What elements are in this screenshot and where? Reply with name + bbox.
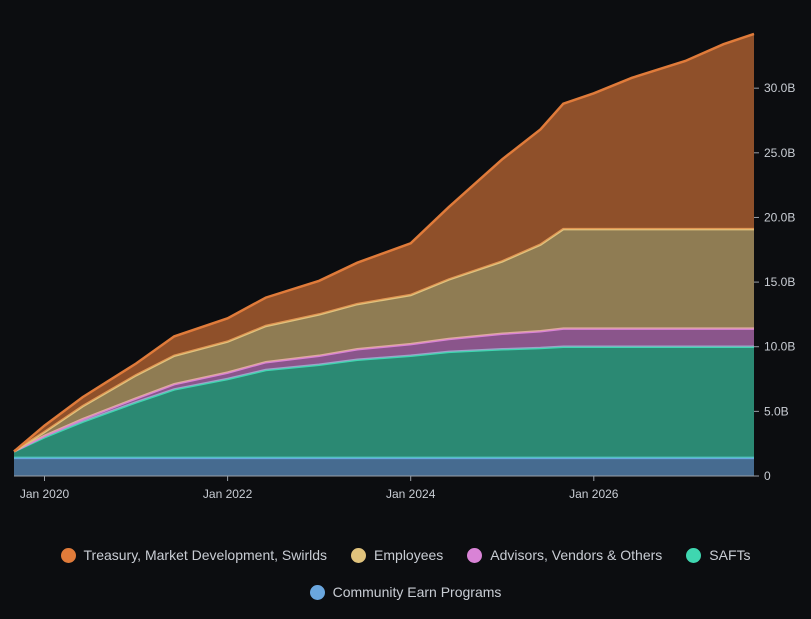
area-safts xyxy=(14,346,754,458)
legend-dot-community xyxy=(309,584,325,600)
legend-item-treasury[interactable]: Treasury, Market Development, Swirlds xyxy=(60,547,328,563)
legend-dot-safts xyxy=(686,547,702,563)
legend-label-community: Community Earn Programs xyxy=(332,584,502,600)
legend-dot-advisors xyxy=(467,547,483,563)
legend-item-community[interactable]: Community Earn Programs xyxy=(309,584,502,600)
legend-row-2: Community Earn Programs xyxy=(0,584,811,600)
area-employees xyxy=(14,229,754,452)
legend-item-safts[interactable]: SAFTs xyxy=(686,547,751,563)
legend-dot-employees xyxy=(351,547,367,563)
legend-label-advisors: Advisors, Vendors & Others xyxy=(490,547,663,563)
y-tick-label: 10.0B xyxy=(764,340,795,354)
y-tick-label: 15.0B xyxy=(764,275,795,289)
legend-item-advisors[interactable]: Advisors, Vendors & Others xyxy=(467,547,662,563)
area-chart: 0 5.0B 10.0B 15.0B 20.0B 25.0B 30.0B Jan 2020 Ja… xyxy=(13,32,795,501)
line-treasury-market-development-swirlds xyxy=(13,32,755,453)
y-tick-label: 25.0B xyxy=(764,146,795,160)
y-tick-label: 20.0B xyxy=(764,210,795,224)
area-treasury-market-development-swirlds xyxy=(14,33,754,452)
x-tick-label: Jan 2022 xyxy=(203,487,253,501)
area-community-earn-programs xyxy=(14,457,754,476)
legend-dot-treasury xyxy=(60,547,76,563)
x-tick-label: Jan 2020 xyxy=(20,487,70,501)
legend-label-employees: Employees xyxy=(374,547,444,563)
legend-label-safts: SAFTs xyxy=(709,547,751,563)
y-tick-label: 30.0B xyxy=(764,81,795,95)
x-tick-label: Jan 2026 xyxy=(569,487,619,501)
x-tick-label: Jan 2024 xyxy=(386,487,436,501)
legend-item-employees[interactable]: Employees xyxy=(351,547,443,563)
y-tick-label: 5.0B xyxy=(764,404,789,418)
y-tick-label: 0 xyxy=(764,469,771,483)
legend-row-1: Treasury, Market Development, Swirlds Em… xyxy=(0,547,811,563)
legend-label-treasury: Treasury, Market Development, Swirlds xyxy=(83,547,328,563)
